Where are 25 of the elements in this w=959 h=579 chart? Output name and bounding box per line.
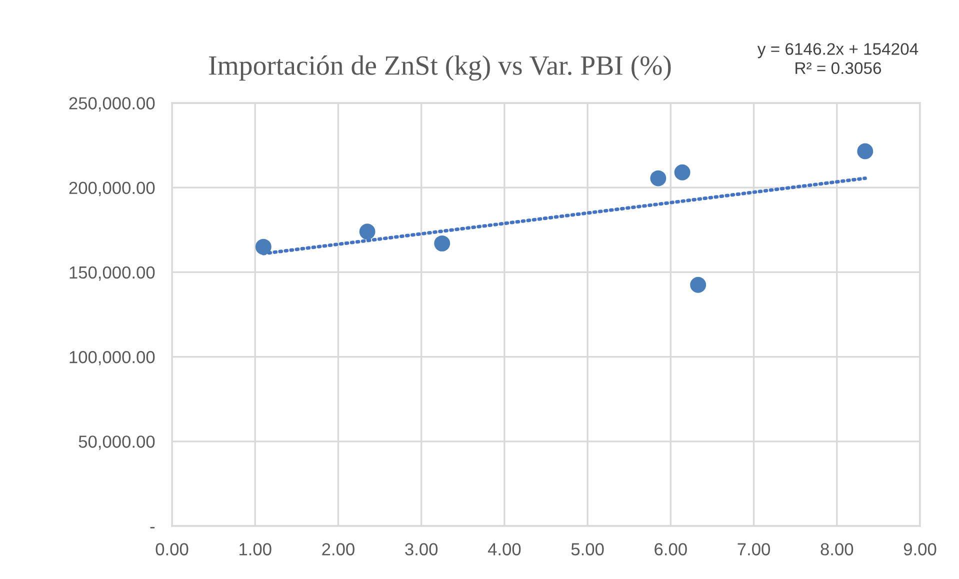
point [359,224,376,240]
x-tick-label: 5.00 [571,543,604,556]
point [690,276,706,293]
x-tick-label: 2.00 [322,543,354,556]
y-tick-label: 200,000.00 [69,182,155,196]
point [674,164,690,180]
x-tick-label: 4.00 [488,543,521,556]
point [255,238,272,255]
point [857,143,874,160]
x-tick-label: 6.00 [654,543,687,556]
y-tick-label: 150,000.00 [70,266,155,281]
y-tick-label: 100,000.00 [70,350,155,366]
x-tick-label: 8.00 [820,543,854,556]
x-tick-label: 3.00 [405,543,438,556]
y-tick-label: 50,000.00 [78,436,155,450]
y-tick-label: 250,000.00 [69,97,155,112]
chart-title: Importación de ZnSt (kg) vs Var. PBI (%) [209,55,671,81]
point [650,170,666,186]
x-tick-label: 7.00 [738,543,770,556]
text: y = 6146.2x + 154204 R² = 0.3056 [757,43,918,74]
x-tick-label: 0.00 [156,543,188,556]
x-tick-label: 1.00 [240,543,272,556]
y-tick-label: - [150,527,155,528]
point [434,235,450,252]
x-tick-label: 9.00 [904,543,936,556]
